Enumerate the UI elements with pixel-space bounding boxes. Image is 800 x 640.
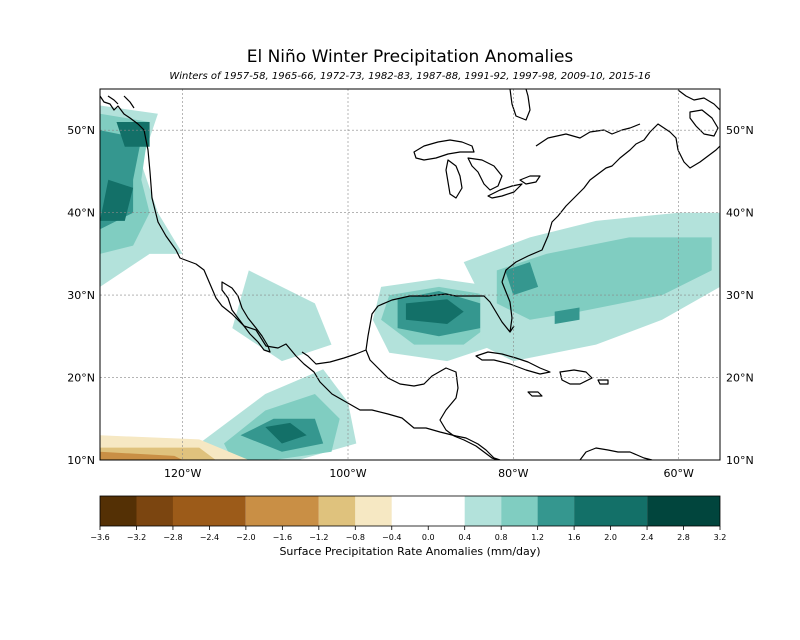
- colorbar-tick-label: 0.8: [495, 533, 508, 542]
- coastline-maritime-coast: [677, 145, 720, 169]
- anomaly-region-maritime-dry-25: [703, 183, 720, 201]
- colorbar-segment: [501, 496, 538, 526]
- anomaly-region-caribbean-dry-23: [562, 439, 720, 460]
- anomaly-region-gulf-of-mexico-wet-3: [405, 299, 464, 324]
- lat-tick-label-right: 10°N: [726, 454, 754, 467]
- colorbar-tick-label: 0.4: [458, 533, 471, 542]
- lat-tick-label-left: 50°N: [67, 124, 95, 137]
- lat-tick-label-left: 30°N: [67, 289, 95, 302]
- coastline-lake-superior: [413, 139, 475, 161]
- anomaly-region-pacific-northwest-wet-16: [100, 179, 134, 221]
- colorbar-segment: [574, 496, 647, 526]
- colorbar-tick-label: −1.2: [309, 533, 328, 542]
- anomaly-region-vancouver-island-wet-18: [124, 126, 142, 139]
- coastline-labrador-coast: [677, 89, 720, 111]
- colorbar-tick-label: 2.0: [604, 533, 617, 542]
- lon-tick-label: 100°W: [329, 467, 366, 480]
- colorbar-segment: [245, 496, 319, 526]
- gridlines: [100, 89, 720, 460]
- coastline-lake-huron: [467, 157, 503, 191]
- colorbar-segment: [172, 496, 246, 526]
- colorbar-tick-label: −2.8: [163, 533, 182, 542]
- anomaly-region-southeast-us-atlantic-wet-7: [554, 307, 580, 324]
- coastline-puerto-rico: [597, 379, 609, 385]
- lat-tick-label-left: 10°N: [67, 454, 95, 467]
- lon-tick-label: 120°W: [164, 467, 201, 480]
- colorbar-tick-label: −3.2: [127, 533, 146, 542]
- lat-tick-label-right: 50°N: [726, 124, 754, 137]
- colorbar-segment: [537, 496, 575, 526]
- lat-tick-label-left: 20°N: [67, 372, 95, 385]
- colorbar-label: Surface Precipitation Rate Anomalies (mm…: [279, 545, 540, 558]
- coastline-south-america-coast: [579, 447, 653, 460]
- colorbar-segment: [318, 496, 356, 526]
- coastline-lake-michigan: [445, 159, 463, 199]
- colorbar-segment: [136, 496, 173, 526]
- colorbar-segment: [355, 496, 392, 526]
- colorbar-tick-label: −2.4: [200, 533, 219, 542]
- coastline-baja-california: [221, 281, 271, 353]
- coastline-hispaniola: [559, 369, 593, 385]
- colorbar-segment: [391, 496, 465, 526]
- anomaly-region-tropical-pacific-dry-22: [100, 451, 183, 460]
- lon-tick-label: 80°W: [498, 467, 528, 480]
- colorbar-tick-label: 1.2: [531, 533, 544, 542]
- coastline-layer: [100, 89, 720, 460]
- lat-tick-label-left: 40°N: [67, 207, 95, 220]
- lat-tick-label-right: 40°N: [726, 207, 754, 220]
- colorbar-segment: [464, 496, 502, 526]
- axis-ticks: 120°W 100°W 80°W 60°W 10°N 10°N 20°N 20°N 30°N 30…: [67, 124, 753, 480]
- colorbar-tick-label: −0.4: [382, 533, 401, 542]
- coastline-hudson-bay: [509, 89, 531, 121]
- colorbar-tick-label: −2.0: [236, 533, 255, 542]
- colorbar-frame: [99, 495, 721, 527]
- coastline-pacific-coast: [100, 95, 501, 460]
- colorbar-tick-label: −3.6: [90, 533, 109, 542]
- coastline-newfoundland: [689, 109, 719, 137]
- colorbar-tick-label: −0.8: [346, 533, 365, 542]
- lon-tick-label: 60°W: [663, 467, 693, 480]
- coastline-quebec-shore: [535, 123, 641, 147]
- colorbar-tick-label: 1.6: [568, 533, 581, 542]
- colorbar-segment: [647, 496, 720, 526]
- lat-tick-label-right: 30°N: [726, 289, 754, 302]
- colorbar-segment: [100, 496, 137, 526]
- coastline-jamaica: [527, 391, 543, 397]
- coastline-lake-erie: [487, 183, 523, 199]
- anomaly-region-eastern-pacific-wet-12: [265, 422, 307, 444]
- colorbar-tick-label: −1.6: [273, 533, 292, 542]
- coastline-lake-ontario: [519, 175, 541, 185]
- coastline-yucatan: [365, 349, 459, 437]
- chart-subtitle: Winters of 1957-58, 1965-66, 1972-73, 19…: [169, 71, 651, 82]
- colorbar-tick-label: 3.2: [714, 533, 727, 542]
- coastline-alaska-panhandle: [107, 95, 135, 109]
- lat-tick-label-right: 20°N: [726, 372, 754, 385]
- anomaly-region-southeast-us-atlantic-wet-5: [496, 237, 712, 320]
- colorbar: −3.6 −3.2 −2.8 −2.4 −2.0 −1.6 −1.2 −0.8 −0.4 0.0 0…: [90, 495, 727, 542]
- anomaly-region-tropical-pacific-dry-19: [100, 344, 216, 444]
- map-frame: [99, 88, 721, 461]
- coastline-central-america: [453, 435, 499, 460]
- anomaly-region-northeast-atlantic-dry-24: [670, 122, 720, 164]
- colorbar-tick-label: 2.4: [641, 533, 654, 542]
- colorbar-tick-label: 0.0: [422, 533, 435, 542]
- coastline-cuba: [475, 351, 551, 375]
- colorbar-tick-label: 2.8: [677, 533, 690, 542]
- coastline-east-coast: [501, 123, 679, 283]
- anomaly-layer: [100, 105, 720, 460]
- chart-title: El Niño Winter Precipitation Anomalies: [246, 47, 574, 67]
- anomaly-region-mexico-plateau-wet-8: [232, 270, 332, 362]
